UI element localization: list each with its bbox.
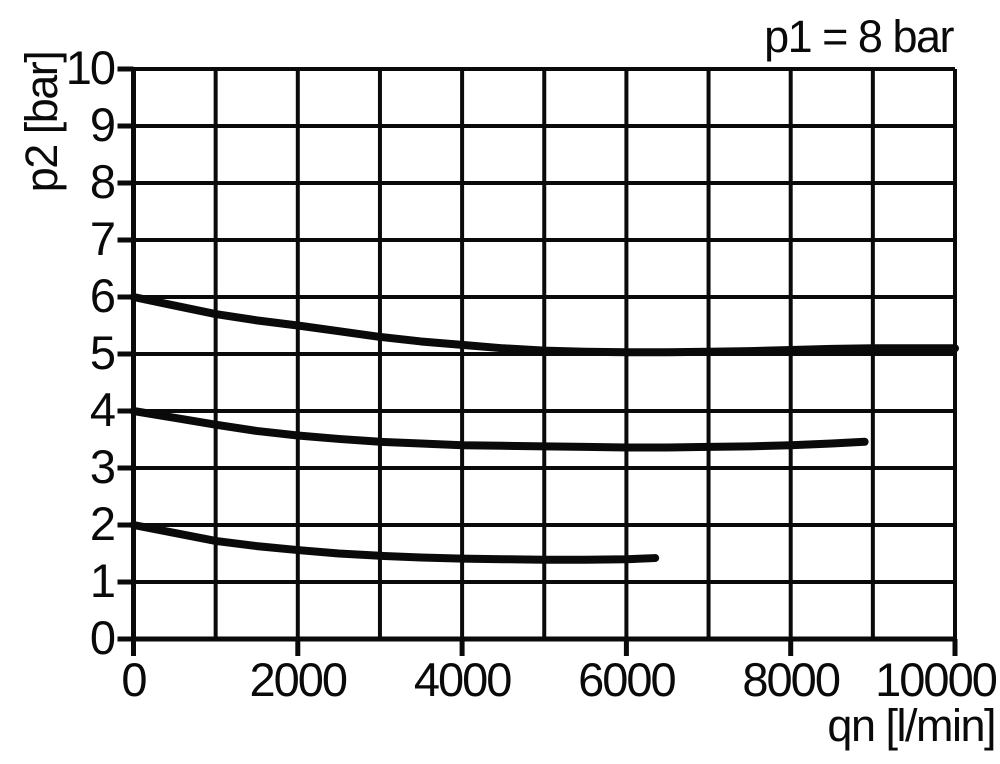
x-tick-label-4000: 4000: [413, 653, 513, 706]
y-tick-label-4: 4: [89, 383, 116, 436]
x-tick-label-2000: 2000: [249, 653, 349, 706]
curve-pressure-setting-4-bar: [129, 407, 869, 452]
curve-pressure-setting-6-bar: [129, 293, 959, 357]
x-tick-label-8000: 8000: [742, 653, 841, 706]
y-tick-label-7: 7: [89, 212, 116, 265]
y-tick-label-2: 2: [89, 497, 116, 550]
y-tick-label-1: 1: [89, 554, 116, 607]
curve-pressure-setting-2-bar: [129, 521, 660, 564]
y-tick-label-8: 8: [89, 155, 116, 208]
y-tick-label-10: 10: [65, 41, 116, 94]
x-tick-label-0: 0: [121, 653, 147, 706]
x-tick-label-6000: 6000: [578, 653, 677, 706]
y-tick-label-3: 3: [89, 440, 116, 493]
y-tick-label-9: 9: [89, 98, 116, 151]
y-tick-label-0: 0: [89, 611, 116, 664]
y-tick-label-6: 6: [89, 269, 116, 322]
x-axis-label: qn [l/min]: [827, 700, 996, 751]
y-tick-label-5: 5: [89, 326, 116, 379]
x-tick-label-10000: 10000: [875, 653, 998, 706]
chart-title: p1 = 8 bar: [764, 11, 954, 62]
